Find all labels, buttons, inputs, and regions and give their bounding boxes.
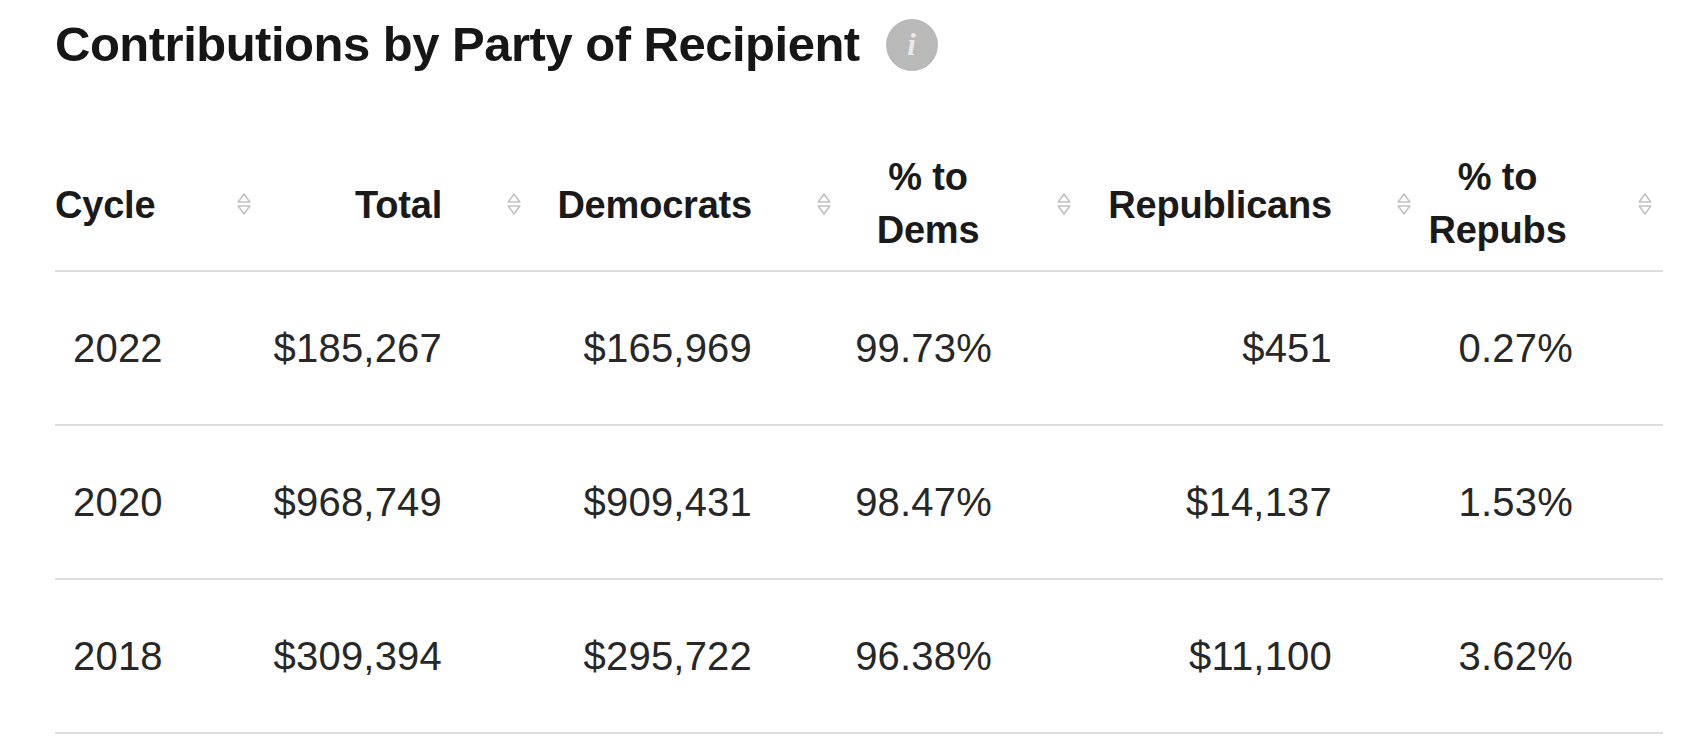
- info-icon[interactable]: i: [886, 19, 938, 71]
- sort-icon[interactable]: [1056, 193, 1072, 216]
- column-header-pct-to-repubs[interactable]: % to Repubs: [1422, 138, 1663, 271]
- column-header-label: Republicans: [1108, 184, 1332, 227]
- cell-democrats: $909,431: [532, 425, 842, 579]
- contributions-by-party-table: Cycle Total: [55, 138, 1663, 734]
- table-row: 2022 $185,267 $165,969 99.73% $451 0.27%: [55, 271, 1663, 425]
- cell-pct-dems: 98.47%: [842, 425, 1082, 579]
- cell-republicans: $14,137: [1082, 425, 1422, 579]
- column-header-label: Total: [355, 184, 442, 227]
- cell-total: $185,267: [262, 271, 532, 425]
- table-row: 2020 $968,749 $909,431 98.47% $14,137 1.…: [55, 425, 1663, 579]
- sort-icon[interactable]: [1637, 193, 1653, 216]
- cell-pct-dems: 96.38%: [842, 579, 1082, 733]
- cell-democrats: $165,969: [532, 271, 842, 425]
- sort-icon[interactable]: [816, 193, 832, 216]
- cell-pct-dems: 99.73%: [842, 271, 1082, 425]
- cell-cycle: 2022: [55, 271, 262, 425]
- sort-icon[interactable]: [506, 193, 522, 216]
- column-header-total[interactable]: Total: [262, 138, 532, 271]
- sort-icon[interactable]: [1396, 193, 1412, 216]
- section-title-row: Contributions by Party of Recipient i: [55, 14, 1708, 76]
- column-header-label: % to Repubs: [1422, 151, 1573, 257]
- cell-republicans: $451: [1082, 271, 1422, 425]
- column-header-cycle[interactable]: Cycle: [55, 138, 262, 271]
- cell-pct-repubs: 1.53%: [1422, 425, 1663, 579]
- cell-republicans: $11,100: [1082, 579, 1422, 733]
- contributions-section: Contributions by Party of Recipient i Cy…: [0, 0, 1708, 734]
- column-header-label: Cycle: [55, 184, 155, 227]
- table-row: 2018 $309,394 $295,722 96.38% $11,100 3.…: [55, 579, 1663, 733]
- column-header-democrats[interactable]: Democrats: [532, 138, 842, 271]
- cell-pct-repubs: 0.27%: [1422, 271, 1663, 425]
- cell-cycle: 2018: [55, 579, 262, 733]
- cell-cycle: 2020: [55, 425, 262, 579]
- page-title: Contributions by Party of Recipient: [55, 18, 860, 72]
- cell-total: $309,394: [262, 579, 532, 733]
- column-header-label: Democrats: [557, 184, 752, 227]
- cell-democrats: $295,722: [532, 579, 842, 733]
- header-row: Cycle Total: [55, 138, 1663, 271]
- sort-icon[interactable]: [236, 193, 252, 216]
- column-header-pct-to-dems[interactable]: % to Dems: [842, 138, 1082, 271]
- column-header-republicans[interactable]: Republicans: [1082, 138, 1422, 271]
- cell-total: $968,749: [262, 425, 532, 579]
- cell-pct-repubs: 3.62%: [1422, 579, 1663, 733]
- column-header-label: % to Dems: [864, 151, 992, 257]
